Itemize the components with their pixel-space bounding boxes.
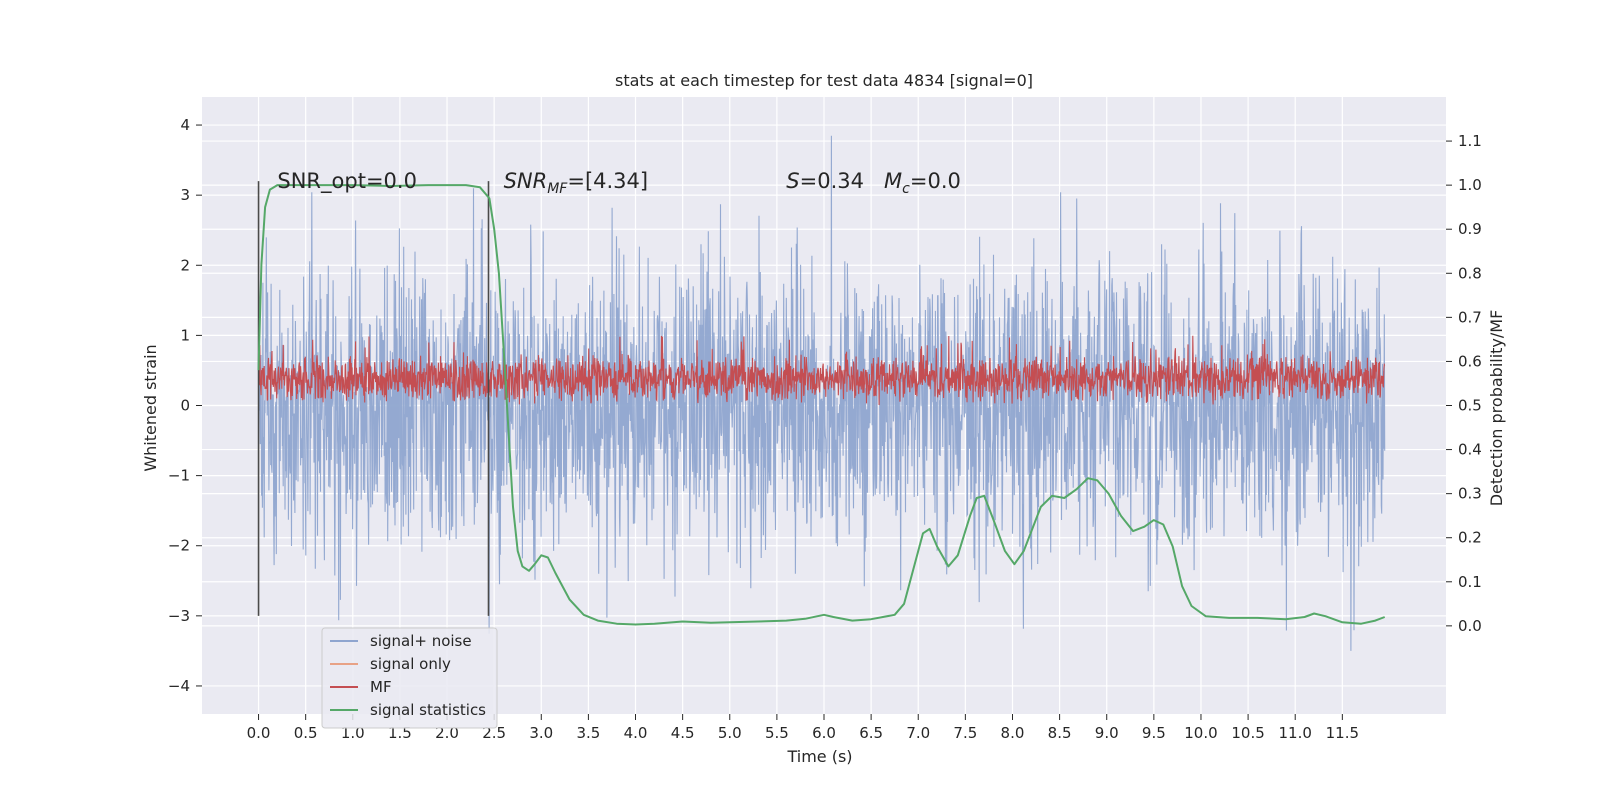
legend: signal+ noise signal only MF signal statist… (321, 627, 498, 729)
chart-title: stats at each timestep for test data 483… (615, 71, 1033, 90)
y-tick-label-left: 3 (180, 186, 190, 204)
y-tick-label-left: −4 (168, 677, 190, 695)
annotation-2: S=0.34 Mc=0.0 (786, 169, 961, 197)
series-mf (257, 335, 1386, 406)
x-tick-label: 7.5 (953, 724, 977, 742)
x-tick-label: 11.0 (1279, 724, 1312, 742)
x-tick-label: 9.0 (1095, 724, 1119, 742)
y-tick-label-right: 0.0 (1458, 617, 1482, 635)
annotations: SNR_opt=0.0 SNRMF=[4.34] S=0.34 Mc=0.0 (277, 169, 960, 197)
y-tick-label-right: 1.1 (1458, 132, 1482, 150)
y-tick-label-left: −2 (168, 537, 190, 555)
y-tick-label-left: −3 (168, 607, 190, 625)
x-tick-label: 11.5 (1326, 724, 1359, 742)
annotation-0: SNR_opt=0.0 (277, 169, 417, 194)
legend-label: MF (370, 678, 392, 696)
x-axis-label: Time (s) (786, 747, 852, 766)
legend-label: signal statistics (370, 701, 486, 719)
y-tick-label-left: 1 (180, 326, 190, 344)
x-tick-label: 6.0 (812, 724, 836, 742)
x-tick-label: 0.5 (294, 724, 318, 742)
x-tick-label: 7.0 (906, 724, 930, 742)
y-tick-label-right: 0.5 (1458, 397, 1482, 415)
x-tick-label: 3.5 (576, 724, 600, 742)
y-axis-label-left: Whitened strain (141, 344, 160, 471)
y-tick-label-right: 0.8 (1458, 264, 1482, 282)
y-tick-label-right: 0.4 (1458, 441, 1482, 459)
x-tick-label: 4.0 (624, 724, 648, 742)
x-tick-label: 6.5 (859, 724, 883, 742)
x-tick-label: 9.5 (1142, 724, 1166, 742)
x-tick-label: 8.5 (1048, 724, 1072, 742)
y-tick-label-right: 1.0 (1458, 176, 1482, 194)
series-signal-statistics (257, 184, 1386, 626)
y-tick-label-left: 0 (180, 397, 190, 415)
series-signal-noise (257, 135, 1386, 651)
x-tick-label: 5.0 (718, 724, 742, 742)
x-tick-label: 10.5 (1231, 724, 1264, 742)
legend-label: signal+ noise (370, 632, 472, 650)
y-tick-label-right: 0.9 (1458, 220, 1482, 238)
y-tick-label-right: 0.1 (1458, 573, 1482, 591)
x-tick-label: 4.5 (671, 724, 695, 742)
x-tick-label: 0.0 (247, 724, 271, 742)
legend-label: signal only (370, 655, 451, 673)
annotation-1: SNRMF=[4.34] (504, 169, 649, 197)
series-layer (257, 135, 1386, 651)
y-tick-label-right: 0.3 (1458, 485, 1482, 503)
x-tick-label: 10.0 (1184, 724, 1217, 742)
legend-box (321, 627, 498, 729)
y-tick-label-left: 4 (180, 116, 190, 134)
x-tick-label: 8.0 (1001, 724, 1025, 742)
y-tick-label-left: −1 (168, 467, 190, 485)
y-tick-label-left: 2 (180, 256, 190, 274)
y-tick-label-right: 0.7 (1458, 308, 1482, 326)
y-tick-label-right: 0.6 (1458, 352, 1482, 370)
x-tick-label: 5.5 (765, 724, 789, 742)
x-tick-label: 3.0 (529, 724, 553, 742)
y-tick-label-right: 0.2 (1458, 529, 1482, 547)
y-axis-label-right: Detection probability/MF (1487, 310, 1506, 507)
axes: 0.0 0.5 1.0 1.5 2.0 2.5 3.0 3.5 4.0 4.5 5.0 5.5 6.0 6… (168, 116, 1482, 742)
